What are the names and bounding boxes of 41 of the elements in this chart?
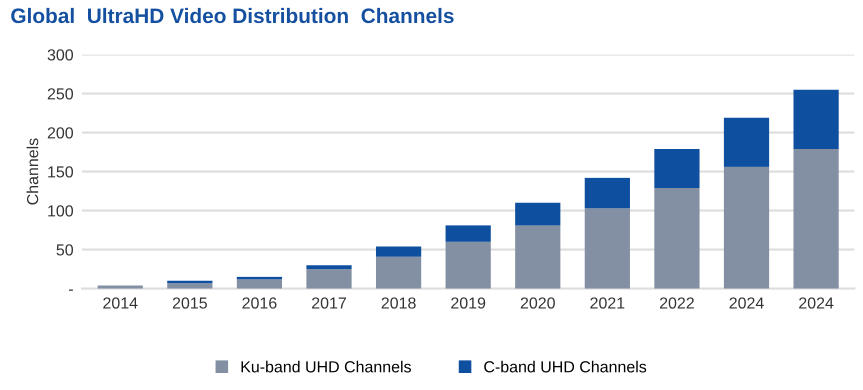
bar <box>793 148 839 289</box>
x-tick-label: 2018 <box>382 297 416 309</box>
bar <box>376 256 422 289</box>
y-tick-label: 200 <box>48 127 74 139</box>
bar <box>654 148 700 188</box>
chart-title: Global UltraHD Video Distribution Channels <box>11 8 454 24</box>
bar <box>654 188 700 289</box>
y-tick-label: - <box>69 290 73 291</box>
bar <box>236 279 282 289</box>
bar <box>98 285 143 289</box>
y-axis-title: Channels <box>26 138 38 205</box>
x-tick-label: 2020 <box>520 297 555 309</box>
x-tick-label: 2019 <box>451 297 486 309</box>
bar <box>306 265 352 270</box>
x-tick-label: 2017 <box>312 297 346 309</box>
bar <box>446 225 491 242</box>
legend-label: C-band UHD Channels <box>484 360 646 372</box>
bar <box>724 166 770 289</box>
bar <box>446 242 491 289</box>
y-tick-label: 300 <box>48 49 74 61</box>
legend-label: Ku-band UHD Channels <box>242 360 411 372</box>
x-tick-label: 2014 <box>103 297 138 309</box>
y-tick-label: 150 <box>48 166 74 178</box>
x-tick-label: 2024 <box>730 297 764 309</box>
y-tick-label: 250 <box>48 88 74 100</box>
y-tick-label: 50 <box>56 244 74 256</box>
bar <box>793 90 839 149</box>
bar <box>584 208 630 289</box>
bar <box>584 178 630 208</box>
x-tick-label: 2015 <box>172 297 207 309</box>
x-tick-label: 2022 <box>660 297 694 309</box>
bar <box>167 283 212 289</box>
bar <box>515 225 560 289</box>
bar <box>724 118 770 167</box>
bar <box>306 269 352 289</box>
y-tick-label: 100 <box>48 205 74 217</box>
bar <box>515 202 560 226</box>
x-tick-label: 2016 <box>242 297 276 309</box>
bar <box>376 246 422 257</box>
x-tick-label: 2021 <box>590 297 624 309</box>
x-tick-label: 2024 <box>799 297 834 309</box>
